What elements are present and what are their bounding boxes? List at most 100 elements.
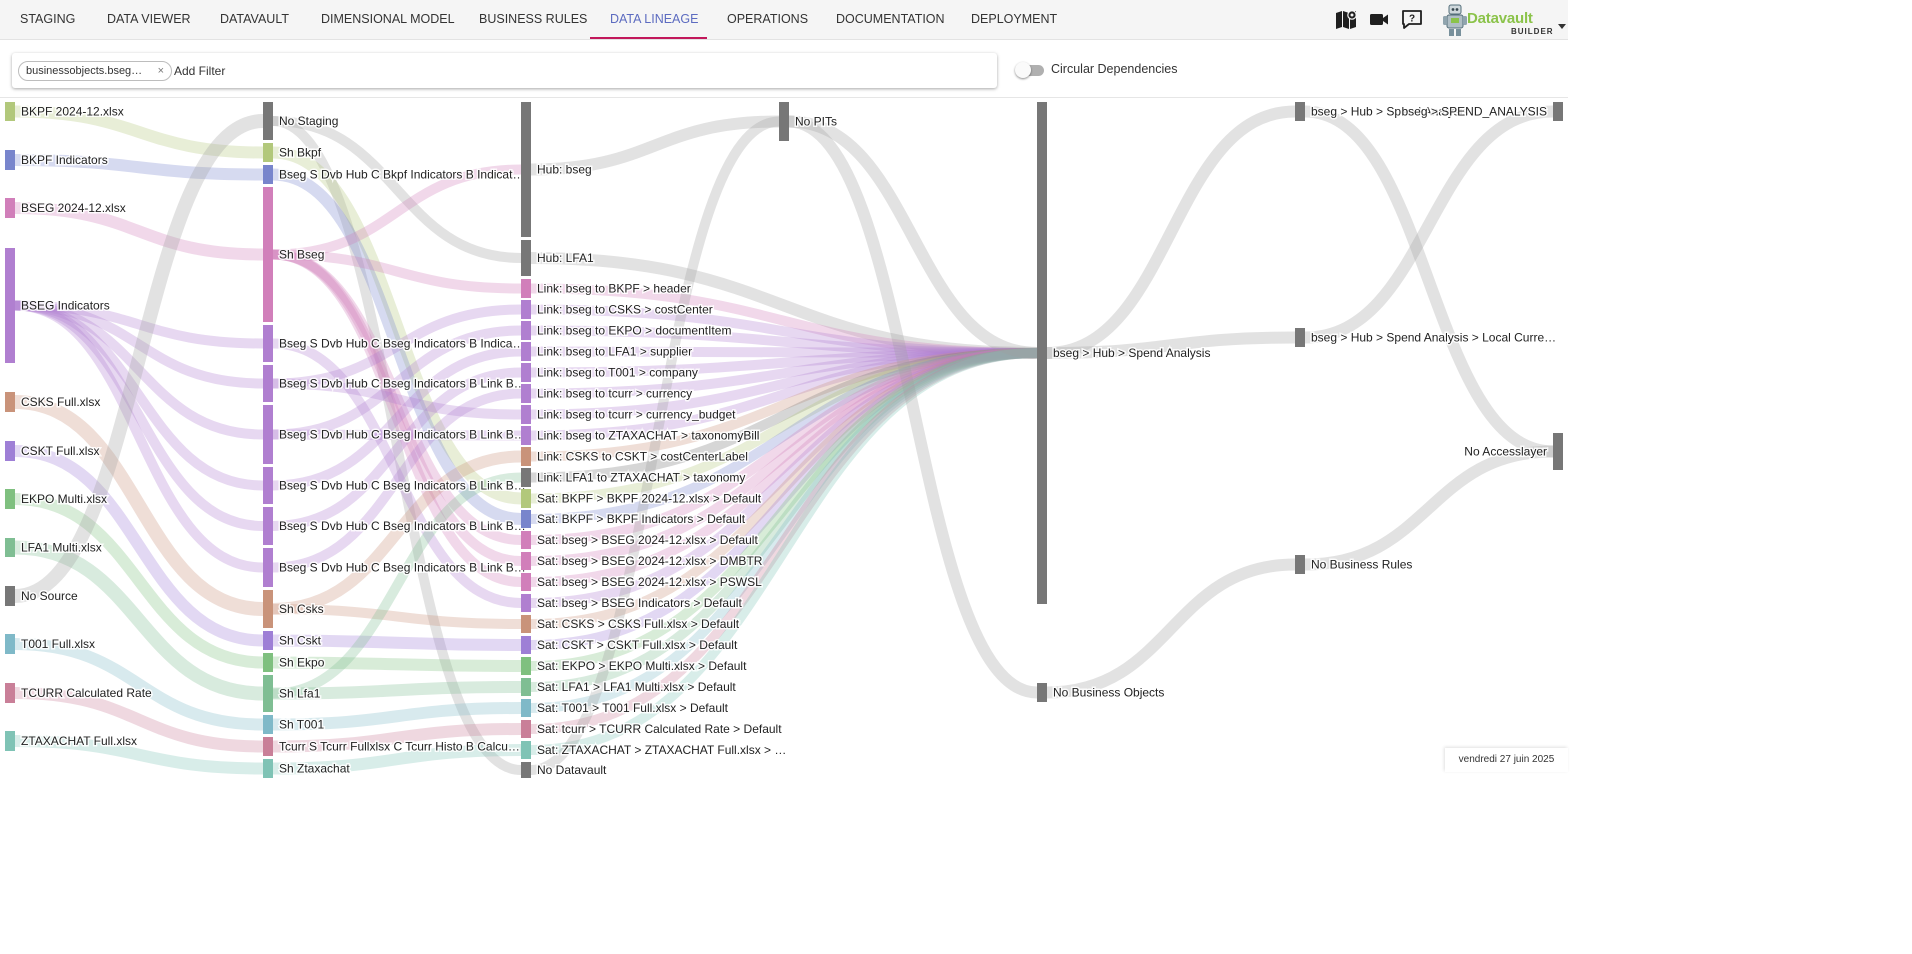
lineage-node[interactable] xyxy=(521,384,531,403)
lineage-node[interactable] xyxy=(521,489,531,508)
lineage-node[interactable] xyxy=(5,392,15,412)
lineage-node-label: Sat: BKPF > BKPF Indicators > Default xyxy=(537,512,746,526)
lineage-node[interactable] xyxy=(263,365,273,402)
lineage-link xyxy=(272,249,522,587)
lineage-node[interactable] xyxy=(263,675,273,712)
caret-down-icon[interactable] xyxy=(1557,17,1567,29)
tab-data-lineage[interactable]: DATA LINEAGE xyxy=(610,12,699,26)
lineage-node-label: EKPO Multi.xlsx xyxy=(21,492,107,506)
tab-operations[interactable]: OPERATIONS xyxy=(727,12,809,26)
lineage-link xyxy=(272,656,522,672)
lineage-node[interactable] xyxy=(263,548,273,587)
lineage-node[interactable] xyxy=(1553,433,1563,470)
lineage-node[interactable] xyxy=(5,441,15,461)
lineage-node[interactable] xyxy=(263,405,273,464)
lineage-node[interactable] xyxy=(779,102,789,141)
lineage-node[interactable] xyxy=(263,631,273,650)
add-filter-input[interactable] xyxy=(174,62,374,80)
book-map-icon[interactable] xyxy=(1334,8,1358,30)
lineage-node[interactable] xyxy=(521,405,531,424)
lineage-link xyxy=(530,252,1038,359)
lineage-node[interactable] xyxy=(521,573,531,591)
lineage-node[interactable] xyxy=(263,590,273,628)
lineage-node[interactable] xyxy=(521,762,531,778)
lineage-node[interactable] xyxy=(521,426,531,445)
lineage-node[interactable] xyxy=(521,531,531,549)
brand-logo[interactable]: Datavault BUILDER xyxy=(1441,3,1568,37)
lineage-node[interactable] xyxy=(521,447,531,466)
lineage-node[interactable] xyxy=(521,720,531,738)
tab-deployment[interactable]: DEPLOYMENT xyxy=(971,12,1058,26)
lineage-node[interactable] xyxy=(5,150,15,170)
lineage-link xyxy=(530,348,1038,441)
lineage-node[interactable] xyxy=(521,300,531,319)
lineage-link xyxy=(272,304,522,389)
lineage-node[interactable] xyxy=(521,699,531,717)
lineage-node-label: bseg > SPEND_ANALYSIS xyxy=(1401,105,1547,119)
lineage-node[interactable] xyxy=(1553,102,1563,121)
lineage-node[interactable] xyxy=(5,634,15,654)
help-icon[interactable]: ? xyxy=(1400,8,1424,30)
lineage-node[interactable] xyxy=(1037,102,1047,604)
lineage-node[interactable] xyxy=(521,468,531,487)
lineage-node[interactable] xyxy=(263,715,273,734)
lineage-link xyxy=(272,168,522,525)
lineage-link xyxy=(272,744,522,775)
lineage-node[interactable] xyxy=(263,737,273,756)
lineage-node-label: Link: bseg to EKPO > documentItem xyxy=(537,324,731,338)
lineage-node[interactable] xyxy=(5,248,15,363)
lineage-node[interactable] xyxy=(521,321,531,340)
lineage-link xyxy=(530,348,1038,587)
lineage-node[interactable] xyxy=(263,187,273,322)
tab-staging[interactable]: STAGING xyxy=(20,12,76,26)
lineage-node[interactable] xyxy=(521,363,531,382)
tab-data-viewer[interactable]: DATA VIEWER xyxy=(107,12,191,26)
lineage-node[interactable] xyxy=(1295,102,1305,121)
lineage-node[interactable] xyxy=(5,731,15,751)
lineage-node[interactable] xyxy=(521,102,531,237)
lineage-node[interactable] xyxy=(5,198,15,218)
lineage-node[interactable] xyxy=(521,657,531,675)
lineage-node-label: No Source xyxy=(21,589,78,603)
lineage-node[interactable] xyxy=(1037,683,1047,702)
lineage-link xyxy=(272,429,522,441)
lineage-node[interactable] xyxy=(263,759,273,778)
tab-dimensional-model[interactable]: DIMENSIONAL MODEL xyxy=(321,12,455,26)
lineage-node[interactable] xyxy=(521,741,531,759)
lineage-node[interactable] xyxy=(521,510,531,528)
lineage-node[interactable] xyxy=(263,165,273,184)
lineage-node[interactable] xyxy=(1295,555,1305,574)
lineage-node[interactable] xyxy=(521,342,531,361)
lineage-node-label: Hub: LFA1 xyxy=(537,251,594,265)
lineage-node[interactable] xyxy=(263,143,273,162)
tab-documentation[interactable]: DOCUMENTATION xyxy=(836,12,945,26)
filter-chip[interactable]: businessobjects.bseg… × xyxy=(18,61,172,81)
close-icon[interactable]: × xyxy=(157,65,164,77)
lineage-node[interactable] xyxy=(5,489,15,509)
lineage-node[interactable] xyxy=(1295,328,1305,347)
lineage-node[interactable] xyxy=(521,552,531,570)
lineage-node[interactable] xyxy=(521,240,531,276)
lineage-node[interactable] xyxy=(263,102,273,140)
lineage-node[interactable] xyxy=(521,678,531,696)
lineage-node[interactable] xyxy=(263,325,273,362)
circular-dependencies-toggle[interactable] xyxy=(1015,62,1044,78)
video-camera-icon[interactable] xyxy=(1367,8,1391,30)
lineage-node[interactable] xyxy=(5,683,15,703)
lineage-node[interactable] xyxy=(5,538,15,557)
lineage-node[interactable] xyxy=(521,615,531,633)
lineage-node[interactable] xyxy=(521,636,531,654)
lineage-node[interactable] xyxy=(5,102,15,121)
lineage-node[interactable] xyxy=(263,653,273,672)
lineage-node[interactable] xyxy=(263,467,273,504)
tab-datavault[interactable]: DATAVAULT xyxy=(220,12,289,26)
lineage-link xyxy=(530,325,1038,358)
tab-business-rules[interactable]: BUSINESS RULES xyxy=(479,12,588,26)
lineage-node-label: Link: bseg to T001 > company xyxy=(537,366,698,380)
lineage-node-label: Sat: ZTAXACHAT > ZTAXACHAT Full.xlsx > … xyxy=(537,743,786,757)
lineage-node[interactable] xyxy=(521,279,531,298)
lineage-link xyxy=(272,116,522,775)
lineage-node[interactable] xyxy=(263,507,273,545)
lineage-node[interactable] xyxy=(521,594,531,612)
lineage-node[interactable] xyxy=(5,586,15,606)
